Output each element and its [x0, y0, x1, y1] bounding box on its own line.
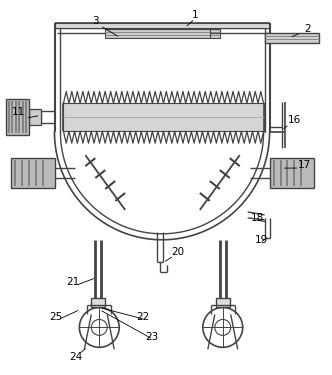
Text: 20: 20 — [171, 247, 185, 257]
Polygon shape — [63, 104, 264, 131]
Polygon shape — [55, 23, 270, 28]
Text: 17: 17 — [298, 160, 311, 170]
Polygon shape — [105, 28, 220, 38]
Polygon shape — [265, 33, 319, 43]
Text: 25: 25 — [49, 312, 62, 322]
Text: 18: 18 — [251, 213, 264, 223]
Text: 16: 16 — [288, 115, 301, 125]
Text: 11: 11 — [12, 107, 25, 117]
Text: 21: 21 — [66, 277, 79, 286]
Text: 23: 23 — [145, 332, 159, 342]
Text: 3: 3 — [92, 16, 99, 26]
Text: 2: 2 — [304, 24, 311, 34]
Polygon shape — [270, 158, 314, 188]
Text: 1: 1 — [192, 10, 198, 20]
Text: 19: 19 — [255, 235, 268, 245]
Polygon shape — [29, 110, 41, 125]
Text: 24: 24 — [69, 352, 82, 362]
Polygon shape — [11, 158, 55, 188]
Polygon shape — [91, 297, 105, 307]
Polygon shape — [216, 297, 230, 307]
Text: 22: 22 — [136, 312, 150, 322]
Polygon shape — [6, 99, 29, 135]
